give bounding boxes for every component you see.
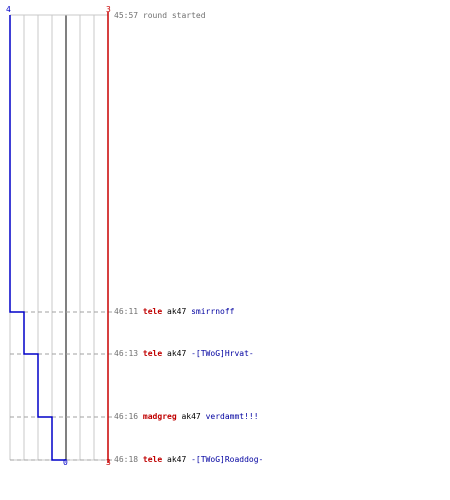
event-killer: tele <box>142 455 163 464</box>
kill-event: 46:18 tele ak47 -[TWoG]Roaddog- <box>114 455 263 465</box>
event-victim: -[TWoG]Roaddog- <box>191 455 264 464</box>
event-killer: tele <box>142 349 163 358</box>
event-time: 46:16 <box>114 412 139 421</box>
round-start-time: 45:57 <box>114 11 139 20</box>
red-end-count: 3 <box>106 458 111 467</box>
event-weapon: ak47 <box>181 412 201 421</box>
event-weapon: ak47 <box>167 307 187 316</box>
event-killer: tele <box>142 307 163 316</box>
event-weapon: ak47 <box>167 455 187 464</box>
event-victim: smirrnoff <box>191 307 235 316</box>
blue-end-count: 0 <box>63 458 68 467</box>
kill-event: 46:16 madgreg ak47 verdammt!!! <box>114 412 259 422</box>
event-victim: -[TWoG]Hrvat- <box>191 349 254 358</box>
blue-team-player-line <box>9 15 66 461</box>
red-start-count: 3 <box>106 5 111 14</box>
round-start-text: round started <box>142 11 206 20</box>
event-weapon: ak47 <box>167 349 187 358</box>
event-time: 46:13 <box>114 349 139 358</box>
event-victim: verdammt!!! <box>205 412 259 421</box>
round-start-entry: 45:57 round started <box>114 11 206 21</box>
event-killer: madgreg <box>142 412 177 421</box>
event-time: 46:18 <box>114 455 139 464</box>
blue-start-count: 4 <box>6 5 11 14</box>
event-time: 46:11 <box>114 307 139 316</box>
kill-event: 46:11 tele ak47 smirrnoff <box>114 307 234 317</box>
kill-event: 46:13 tele ak47 -[TWoG]Hrvat- <box>114 349 254 359</box>
